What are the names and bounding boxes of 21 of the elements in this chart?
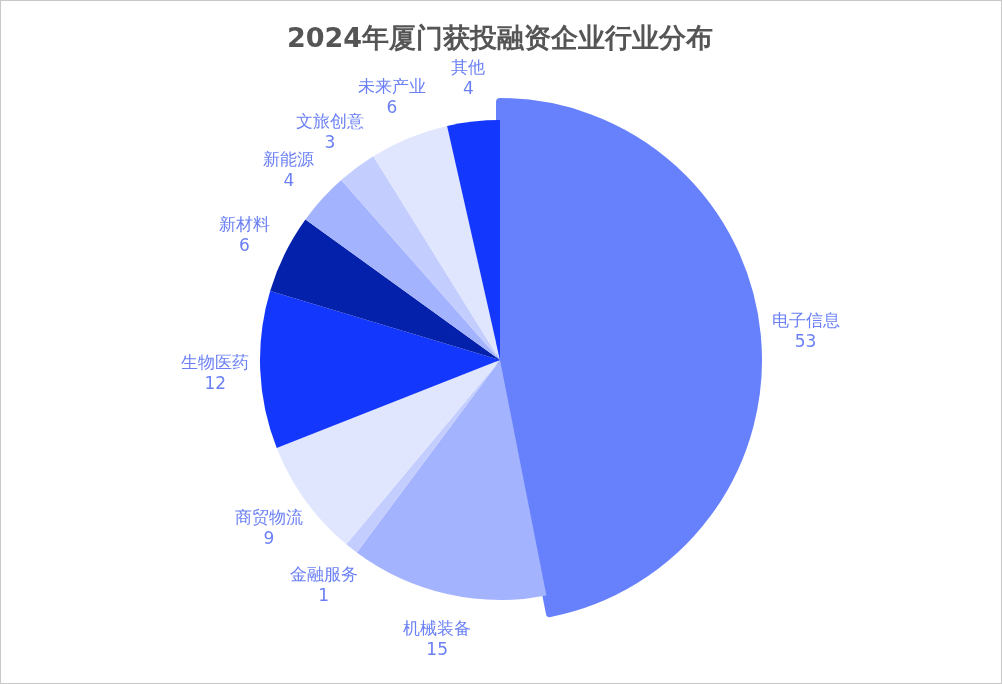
data-label: 4 [283,169,295,190]
data-label: 1 [318,584,330,605]
slice-label: 其他 [451,56,486,77]
data-label: 15 [426,638,448,659]
data-label: 6 [239,234,250,255]
slice-label: 机械装备 [403,617,472,638]
chart-title: 2024年厦门获投融资企业行业分布 [286,22,714,53]
slice-label: 商贸物流 [234,506,303,527]
slice-label: 生物医药 [181,351,250,372]
data-label: 3 [324,132,336,153]
slice-label: 文旅创意 [295,111,364,132]
slice-label: 金融服务 [289,563,358,584]
data-label: 4 [462,77,474,98]
slice-label: 新能源 [263,148,315,169]
slice-label: 电子信息 [771,310,840,331]
data-label: 6 [386,97,398,118]
slice-label: 未来产业 [357,76,426,97]
slice-label: 新材料 [218,213,270,234]
data-label: 9 [263,527,275,548]
data-label: 12 [204,372,227,393]
data-label: 53 [794,331,817,352]
